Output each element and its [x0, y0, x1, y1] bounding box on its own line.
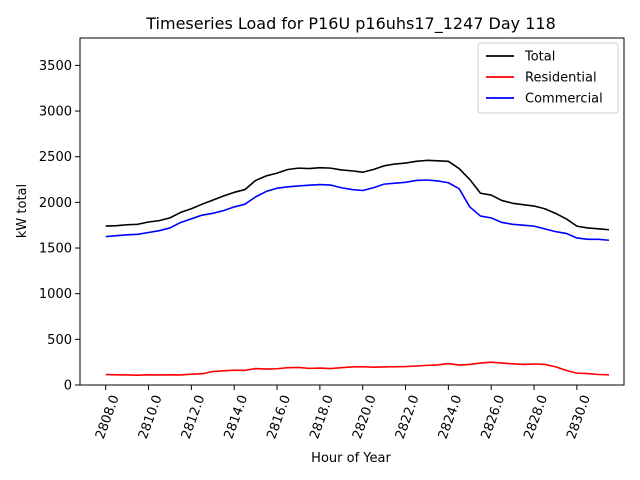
plot-frame [79, 37, 625, 386]
y-tick-label: 0 [64, 379, 72, 394]
y-tick-label: 1500 [39, 242, 72, 257]
series-lines [105, 159, 610, 376]
series-line-residential [105, 361, 610, 376]
y-tick-label: 2000 [39, 196, 72, 211]
y-tick-label: 500 [47, 333, 72, 348]
y-tick-label: 3500 [39, 59, 72, 74]
y-axis-label: kW total [15, 184, 30, 238]
legend-label-total: Total [524, 50, 555, 65]
legend: Total Residential Commercial [477, 42, 619, 114]
series-line-commercial [105, 179, 610, 242]
legend-label-residential: Residential [525, 71, 597, 86]
chart-title: Timeseries Load for P16U p16uhs17_1247 D… [145, 14, 556, 34]
legend-box [477, 42, 619, 114]
y-tick-label: 2500 [39, 150, 72, 165]
y-axis: 0 500 1000 1500 2000 2500 3000 3500 [39, 59, 80, 394]
legend-label-commercial: Commercial [525, 92, 603, 107]
y-tick-label: 3000 [39, 105, 72, 120]
series-line-total [105, 159, 610, 231]
x-axis-label: Hour of Year [311, 451, 391, 466]
y-tick-label: 1000 [39, 287, 72, 302]
